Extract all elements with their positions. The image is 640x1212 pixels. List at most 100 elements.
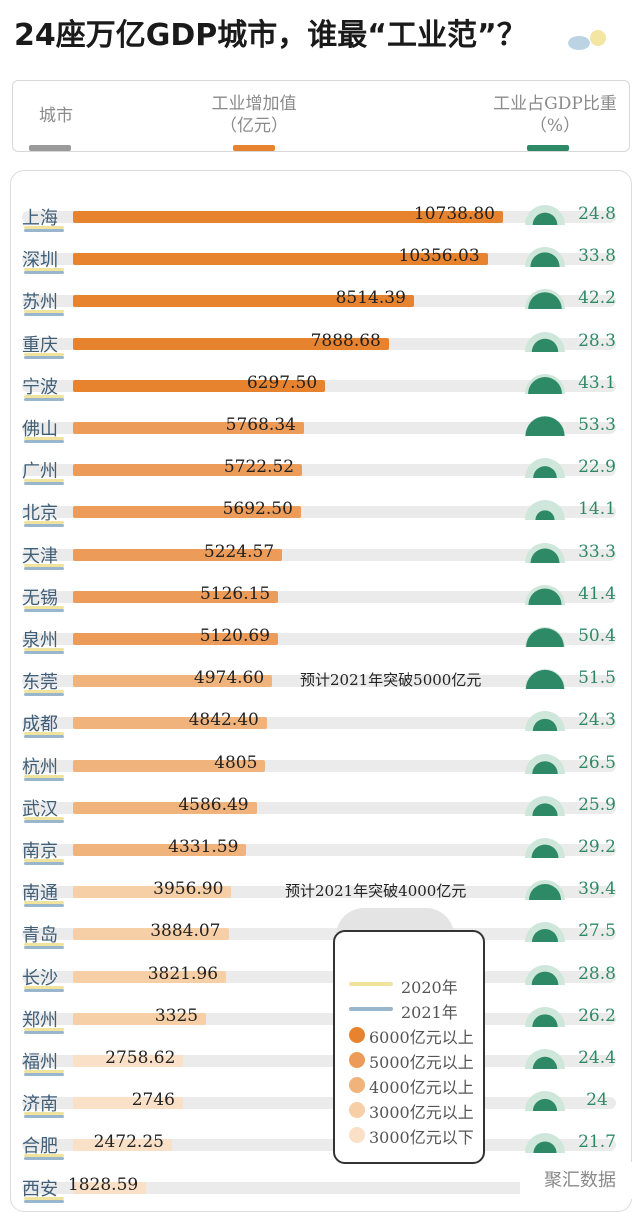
city-label: 南京 (22, 841, 58, 862)
city-underline-2020 (24, 732, 64, 736)
industry-value-label: 5126.15 (199, 583, 271, 604)
city-underline-2020 (24, 479, 64, 483)
share-percent-label: 27.5 (578, 921, 616, 942)
industry-value-label: 4974.60 (193, 668, 265, 689)
industry-value-label: 1828.59 (67, 1174, 139, 1195)
share-percent-label: 33.8 (578, 246, 616, 267)
share-gauge-icon (525, 458, 565, 479)
share-gauge-icon (525, 964, 565, 985)
share-gauge-icon (525, 1006, 565, 1027)
city-underline-2020 (24, 1070, 64, 1073)
industry-value-label: 4805 (214, 752, 258, 773)
city-underline-2021 (24, 1115, 64, 1119)
industry-value-label: 7888.68 (310, 330, 381, 351)
city-underline-2020 (24, 1196, 64, 1200)
industry-value-bar (73, 1139, 172, 1152)
header-share-unit: （%） (529, 116, 581, 136)
city-underline-2020 (24, 268, 64, 272)
industry-value-bar (73, 295, 414, 308)
industry-value-bar (73, 759, 266, 772)
industry-value-label: 8514.39 (335, 288, 406, 309)
city-label: 青岛 (22, 925, 58, 947)
legend-item-label: 3000亿元以上 (369, 1103, 474, 1122)
header-city-line (29, 145, 71, 151)
industry-value-bar (73, 1012, 207, 1025)
header-share-line (527, 145, 569, 151)
city-label: 重庆 (22, 334, 58, 356)
industry-value-label: 10356.03 (398, 246, 480, 267)
industry-value-bar (73, 548, 283, 561)
city-label: 深圳 (22, 250, 58, 272)
share-percent-label: 24.3 (578, 710, 616, 731)
share-gauge-icon (525, 753, 565, 774)
share-percent-label: 29.2 (578, 837, 616, 857)
city-underline-2020 (24, 521, 64, 525)
city-underline-2020 (24, 226, 64, 229)
share-gauge-icon (525, 542, 565, 563)
share-percent-label: 42.2 (578, 288, 616, 309)
city-underline-2021 (24, 1073, 64, 1076)
city-label: 济南 (22, 1094, 58, 1116)
share-gauge-icon (525, 922, 565, 943)
share-percent-label: 25.9 (578, 794, 616, 815)
industry-value-label: 5224.57 (203, 541, 275, 562)
industry-value-bar (73, 1181, 147, 1194)
legend: 2020年 2021年 6000亿元以上 5000亿元以上 4000亿元以上 3000亿元… (333, 930, 485, 1164)
city-underline-2020 (24, 859, 64, 862)
city-label: 福州 (22, 1052, 58, 1073)
share-percent-label: 24.4 (578, 1048, 616, 1068)
decorative-blob-yellow (590, 30, 606, 46)
city-label: 西安 (22, 1178, 58, 1200)
city-underline-2020 (24, 1027, 64, 1031)
city-underline-2020 (24, 352, 64, 356)
share-gauge-icon (525, 627, 565, 647)
header-share: 工业占GDP比重 (493, 94, 617, 114)
share-percent-label: 24.8 (578, 204, 616, 224)
city-label: 无锡 (22, 587, 58, 609)
share-gauge-icon (525, 205, 565, 225)
city-underline-2020 (24, 648, 64, 651)
legend-line-swatch (349, 982, 393, 986)
industry-value-bar (73, 717, 267, 730)
city-label: 武汉 (22, 798, 58, 820)
city-underline-2021 (24, 946, 64, 950)
share-percent-label: 33.3 (578, 541, 616, 562)
industry-value-bar (73, 506, 301, 519)
legend-item-label: 6000亿元以上 (369, 1028, 474, 1047)
industry-value-label: 5692.50 (222, 499, 293, 520)
share-gauge-icon (525, 838, 565, 858)
page-title: 24座万亿GDP城市，谁最“工业范”？ (14, 18, 527, 53)
industry-value-bar (73, 590, 279, 603)
city-underline-2021 (24, 440, 64, 443)
city-label: 南通 (22, 883, 58, 905)
city-label: 泉州 (22, 630, 58, 651)
city-label: 成都 (22, 714, 58, 736)
industry-value-label: 6297.50 (246, 372, 318, 393)
city-label: 东莞 (22, 672, 58, 694)
city-underline-2020 (24, 605, 64, 609)
industry-value-label: 5120.69 (199, 626, 271, 646)
share-percent-label: 51.5 (578, 668, 616, 689)
legend-item-label: 3000亿元以下 (369, 1128, 474, 1147)
city-label: 佛山 (22, 419, 58, 440)
share-percent-label: 21.7 (578, 1132, 616, 1153)
share-percent-label: 14.1 (578, 499, 616, 520)
industry-value-label: 4331.59 (168, 837, 239, 857)
city-underline-2020 (24, 816, 64, 820)
industry-value-bar (73, 253, 488, 266)
share-percent-label: 28.3 (578, 330, 616, 351)
city-underline-2021 (24, 988, 64, 992)
industry-value-label: 2758.62 (105, 1048, 176, 1068)
city-underline-2020 (24, 310, 64, 314)
industry-value-bar (73, 801, 257, 814)
city-label: 宁波 (22, 376, 58, 398)
city-label: 郑州 (22, 1009, 58, 1031)
share-percent-label: 26.5 (578, 752, 616, 773)
share-gauge-icon (525, 1049, 565, 1069)
legend-dot-swatch (349, 1077, 365, 1093)
city-underline-2020 (24, 943, 64, 947)
share-gauge-icon (525, 500, 565, 521)
share-percent-label: 22.9 (578, 457, 616, 478)
city-underline-2021 (24, 608, 64, 612)
